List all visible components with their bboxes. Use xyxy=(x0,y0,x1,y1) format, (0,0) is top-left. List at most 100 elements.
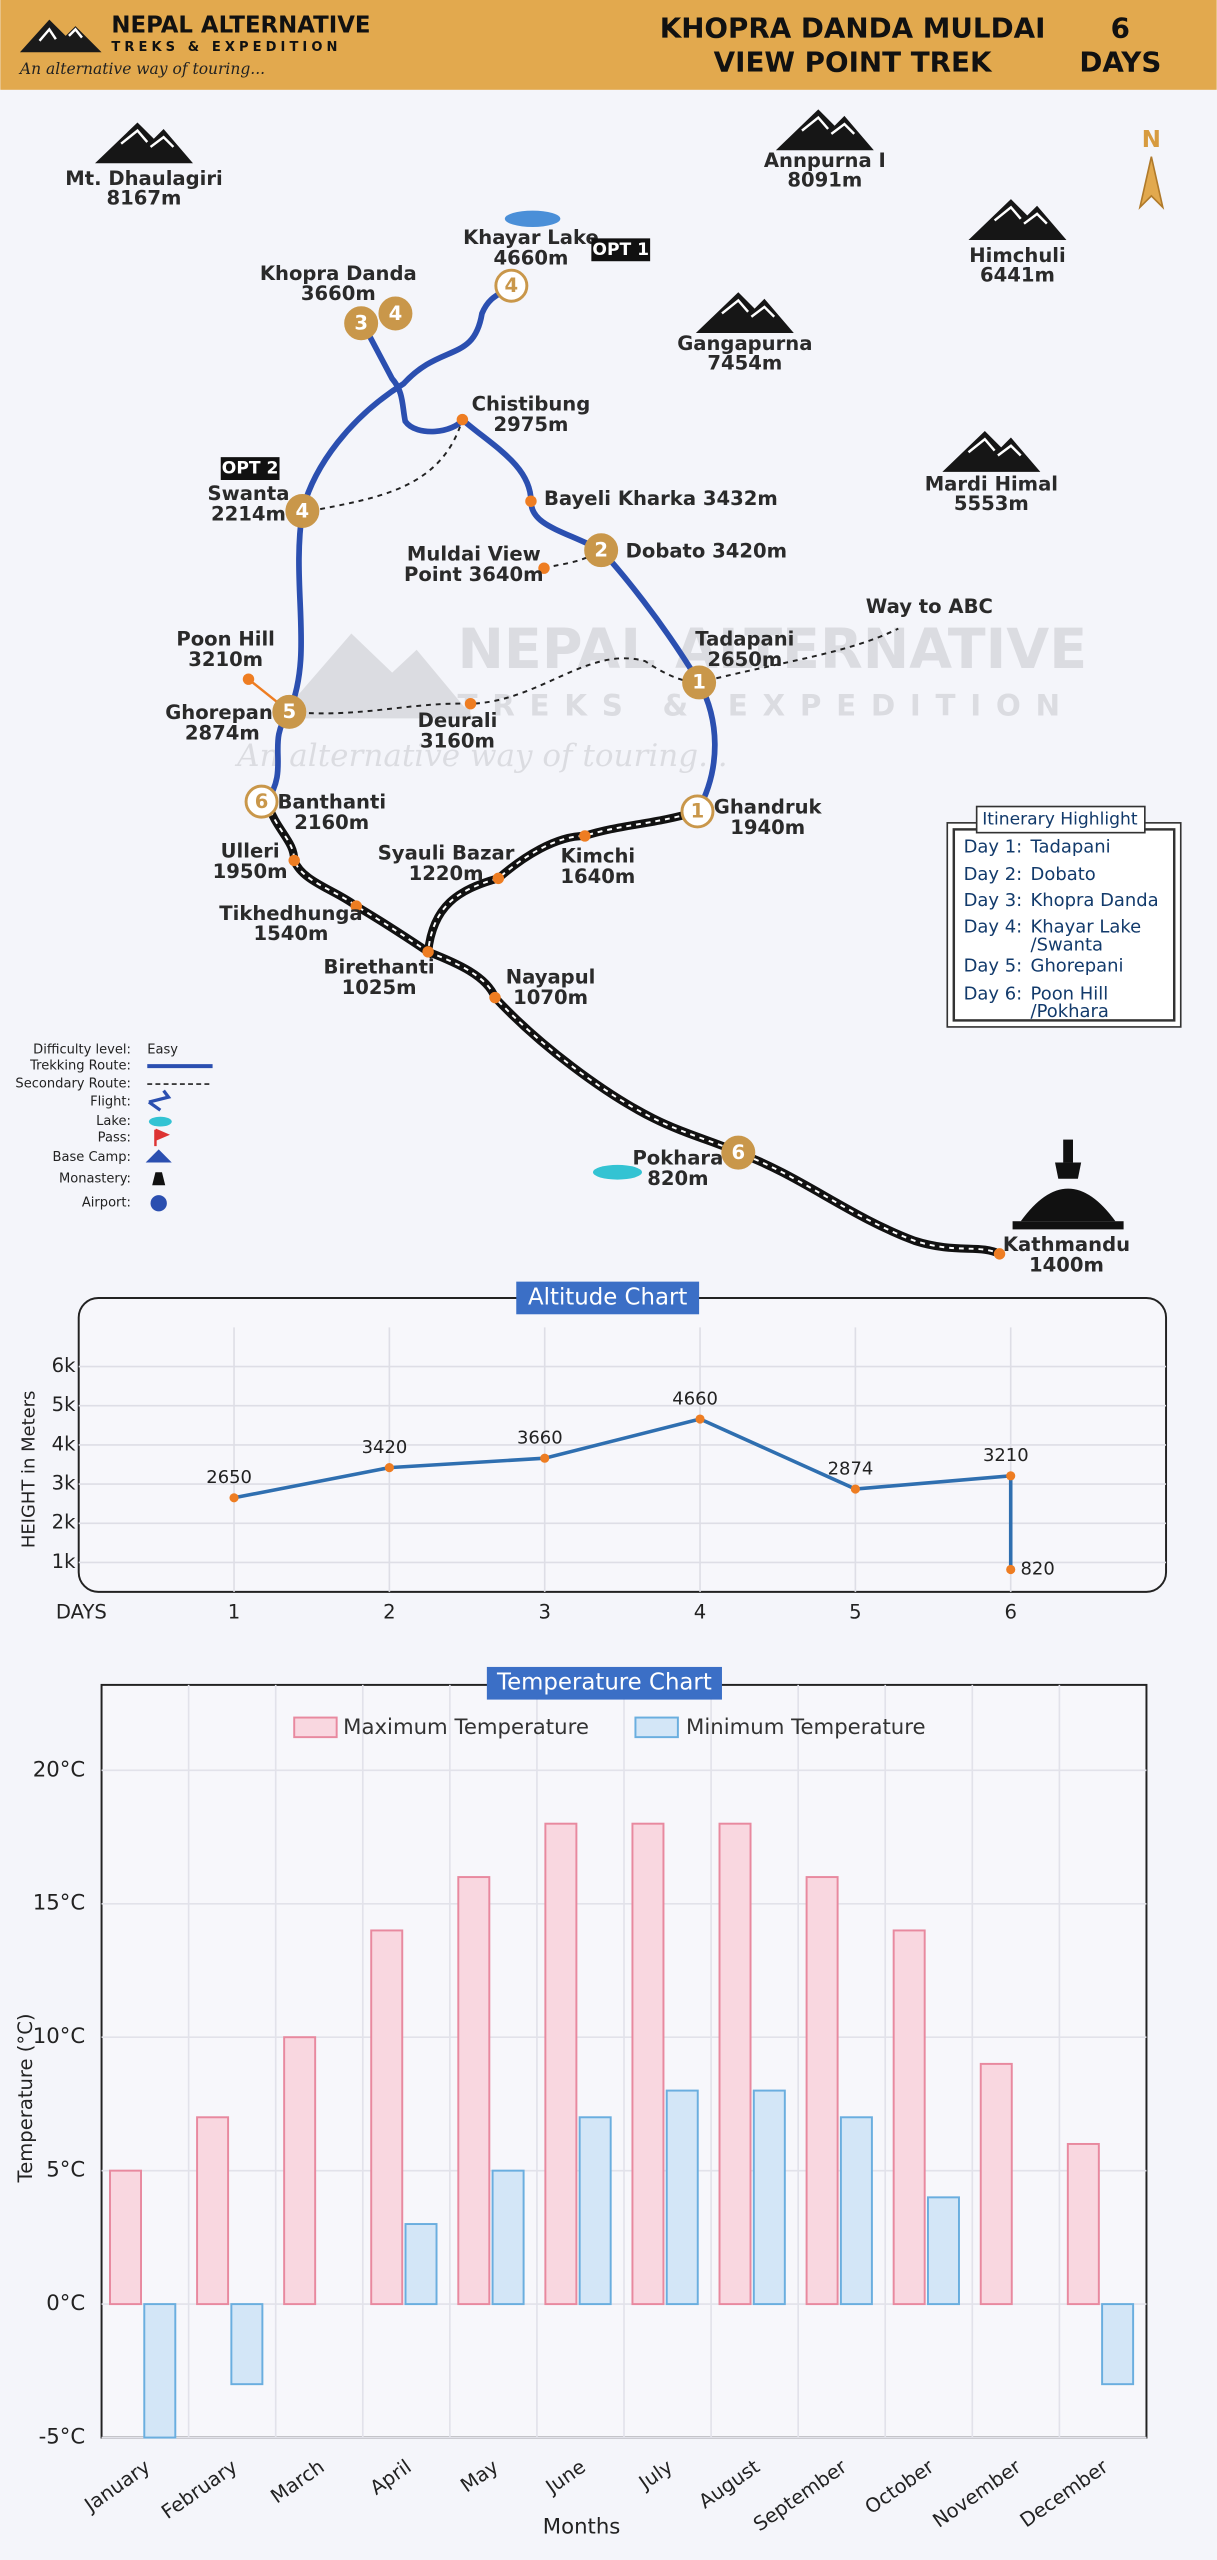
day-marker-number: 1 xyxy=(692,671,706,694)
legend-base-camp xyxy=(145,1149,172,1163)
day-marker xyxy=(272,694,307,729)
day-marker-number: 2 xyxy=(594,539,608,562)
itinerary-day: Day 2: xyxy=(964,864,1023,885)
trek-title: KHOPRA DANDA MULDAI xyxy=(660,11,1046,44)
mountain-snow xyxy=(120,128,175,148)
place-dot xyxy=(579,830,591,842)
y-tick-label: 15°C xyxy=(33,1891,85,1916)
day-marker-number: 6 xyxy=(731,1141,745,1164)
option-label: OPT 2 xyxy=(222,459,279,479)
trek-title: VIEW POINT TREK xyxy=(714,46,993,79)
y-axis-label: HEIGHT in Meters xyxy=(19,1391,40,1549)
place-label: Poon Hill xyxy=(176,627,275,650)
place-label: Ghandruk xyxy=(714,796,823,819)
bar xyxy=(283,2036,317,2306)
place-dot xyxy=(993,1248,1006,1260)
day-marker-number: 4 xyxy=(296,499,310,522)
bar xyxy=(979,2062,1013,2306)
place-label: Deurali xyxy=(418,709,498,732)
day-marker xyxy=(721,1135,756,1170)
peak-name: Mardi Himal xyxy=(925,472,1058,495)
legend-label: Secondary Route: xyxy=(15,1077,131,1092)
lake xyxy=(592,1164,642,1180)
place-dot xyxy=(492,872,505,885)
bar xyxy=(1101,2303,1135,2386)
option-badge xyxy=(591,238,651,262)
data-point xyxy=(540,1453,550,1463)
bar xyxy=(926,2196,960,2306)
logo-icon xyxy=(19,19,102,53)
logo-snow xyxy=(38,27,83,42)
place-label: Muldai View xyxy=(407,543,541,566)
day-marker xyxy=(680,794,715,829)
legend-label: Base Camp: xyxy=(53,1150,131,1165)
place-label: Ghorepani xyxy=(165,701,279,724)
place-label: 1025m xyxy=(342,976,417,999)
option-label: OPT 1 xyxy=(592,240,649,260)
logo-sub: TREKS & EXPEDITION xyxy=(111,40,341,55)
bar xyxy=(143,2303,177,2439)
data-point xyxy=(850,1484,860,1494)
peak-name: Mt. Dhaulagiri xyxy=(65,167,222,190)
legend-label: Maximum Temperature xyxy=(343,1715,589,1740)
place-dot xyxy=(538,562,550,574)
place-label: 1220m xyxy=(409,862,484,885)
days-label: DAYS xyxy=(1079,46,1161,79)
bar xyxy=(839,2116,873,2306)
legend-swatch xyxy=(293,1716,338,1739)
bar xyxy=(578,2116,612,2306)
day-marker xyxy=(344,306,379,341)
lake xyxy=(504,210,561,227)
option-badge xyxy=(220,457,280,480)
bar xyxy=(109,2169,142,2306)
place-dot xyxy=(456,413,469,426)
itinerary-day: Day 3: xyxy=(964,890,1023,911)
peak-name: Himchuli xyxy=(969,244,1065,267)
y-tick-label: 10°C xyxy=(33,2024,85,2049)
watermark-tagline: An alternative way of touring... xyxy=(234,738,728,774)
peak-altitude: 7454m xyxy=(707,352,782,375)
itinerary-place: Khopra Danda xyxy=(1031,890,1159,911)
watermark-name: NEPAL ALTERNATIVE xyxy=(457,617,1087,682)
itinerary-box xyxy=(946,822,1182,1028)
day-marker xyxy=(244,784,279,819)
legend-flight xyxy=(147,1089,172,1112)
mountain-icon xyxy=(968,199,1067,240)
itinerary-place: /Pokhara xyxy=(1031,1001,1109,1022)
itinerary-place: Ghorepani xyxy=(1031,956,1124,977)
y-tick-label: 0°C xyxy=(46,2291,85,2316)
place-label: 3210m xyxy=(188,648,263,671)
tagline: An alternative way of touring... xyxy=(18,60,265,78)
stupa-spire xyxy=(1063,1139,1073,1163)
bar xyxy=(230,2303,264,2386)
place-label: 3660m xyxy=(301,282,376,305)
place-dot xyxy=(489,991,501,1004)
peak-name: Gangapurna xyxy=(677,332,812,355)
legend-label: Minimum Temperature xyxy=(686,1715,926,1740)
x-tick-label: 6 xyxy=(1004,1601,1016,1624)
bar xyxy=(370,1929,404,2306)
itinerary-place: /Swanta xyxy=(1031,934,1104,955)
legend-label: Difficulty level: xyxy=(33,1042,131,1057)
place-dot xyxy=(350,900,362,912)
legend-airport xyxy=(150,1195,167,1212)
place-label: Swanta xyxy=(208,482,290,505)
itinerary-day: Day 1: xyxy=(964,836,1023,857)
value-label: 2650 xyxy=(206,1467,252,1488)
bar xyxy=(892,1929,926,2306)
place-label: Dobato 3420m xyxy=(626,539,787,562)
mountain-icon xyxy=(95,122,193,164)
itinerary-place: Tadapani xyxy=(1030,836,1111,857)
stupa-dome xyxy=(1020,1188,1116,1222)
bar xyxy=(544,1822,578,2306)
mountain-snow xyxy=(993,205,1048,225)
place-label: Nayapul xyxy=(506,965,596,988)
legend-lake xyxy=(148,1116,172,1127)
y-tick-label: 5°C xyxy=(46,2158,85,2183)
place-label: Tadapani xyxy=(695,627,794,650)
day-marker-number: 3 xyxy=(354,312,368,335)
itinerary-day: Day 5: xyxy=(964,956,1023,977)
x-axis-label: Months xyxy=(543,2514,621,2539)
peak-altitude: 8091m xyxy=(787,169,862,192)
watermark-icon xyxy=(277,633,474,719)
